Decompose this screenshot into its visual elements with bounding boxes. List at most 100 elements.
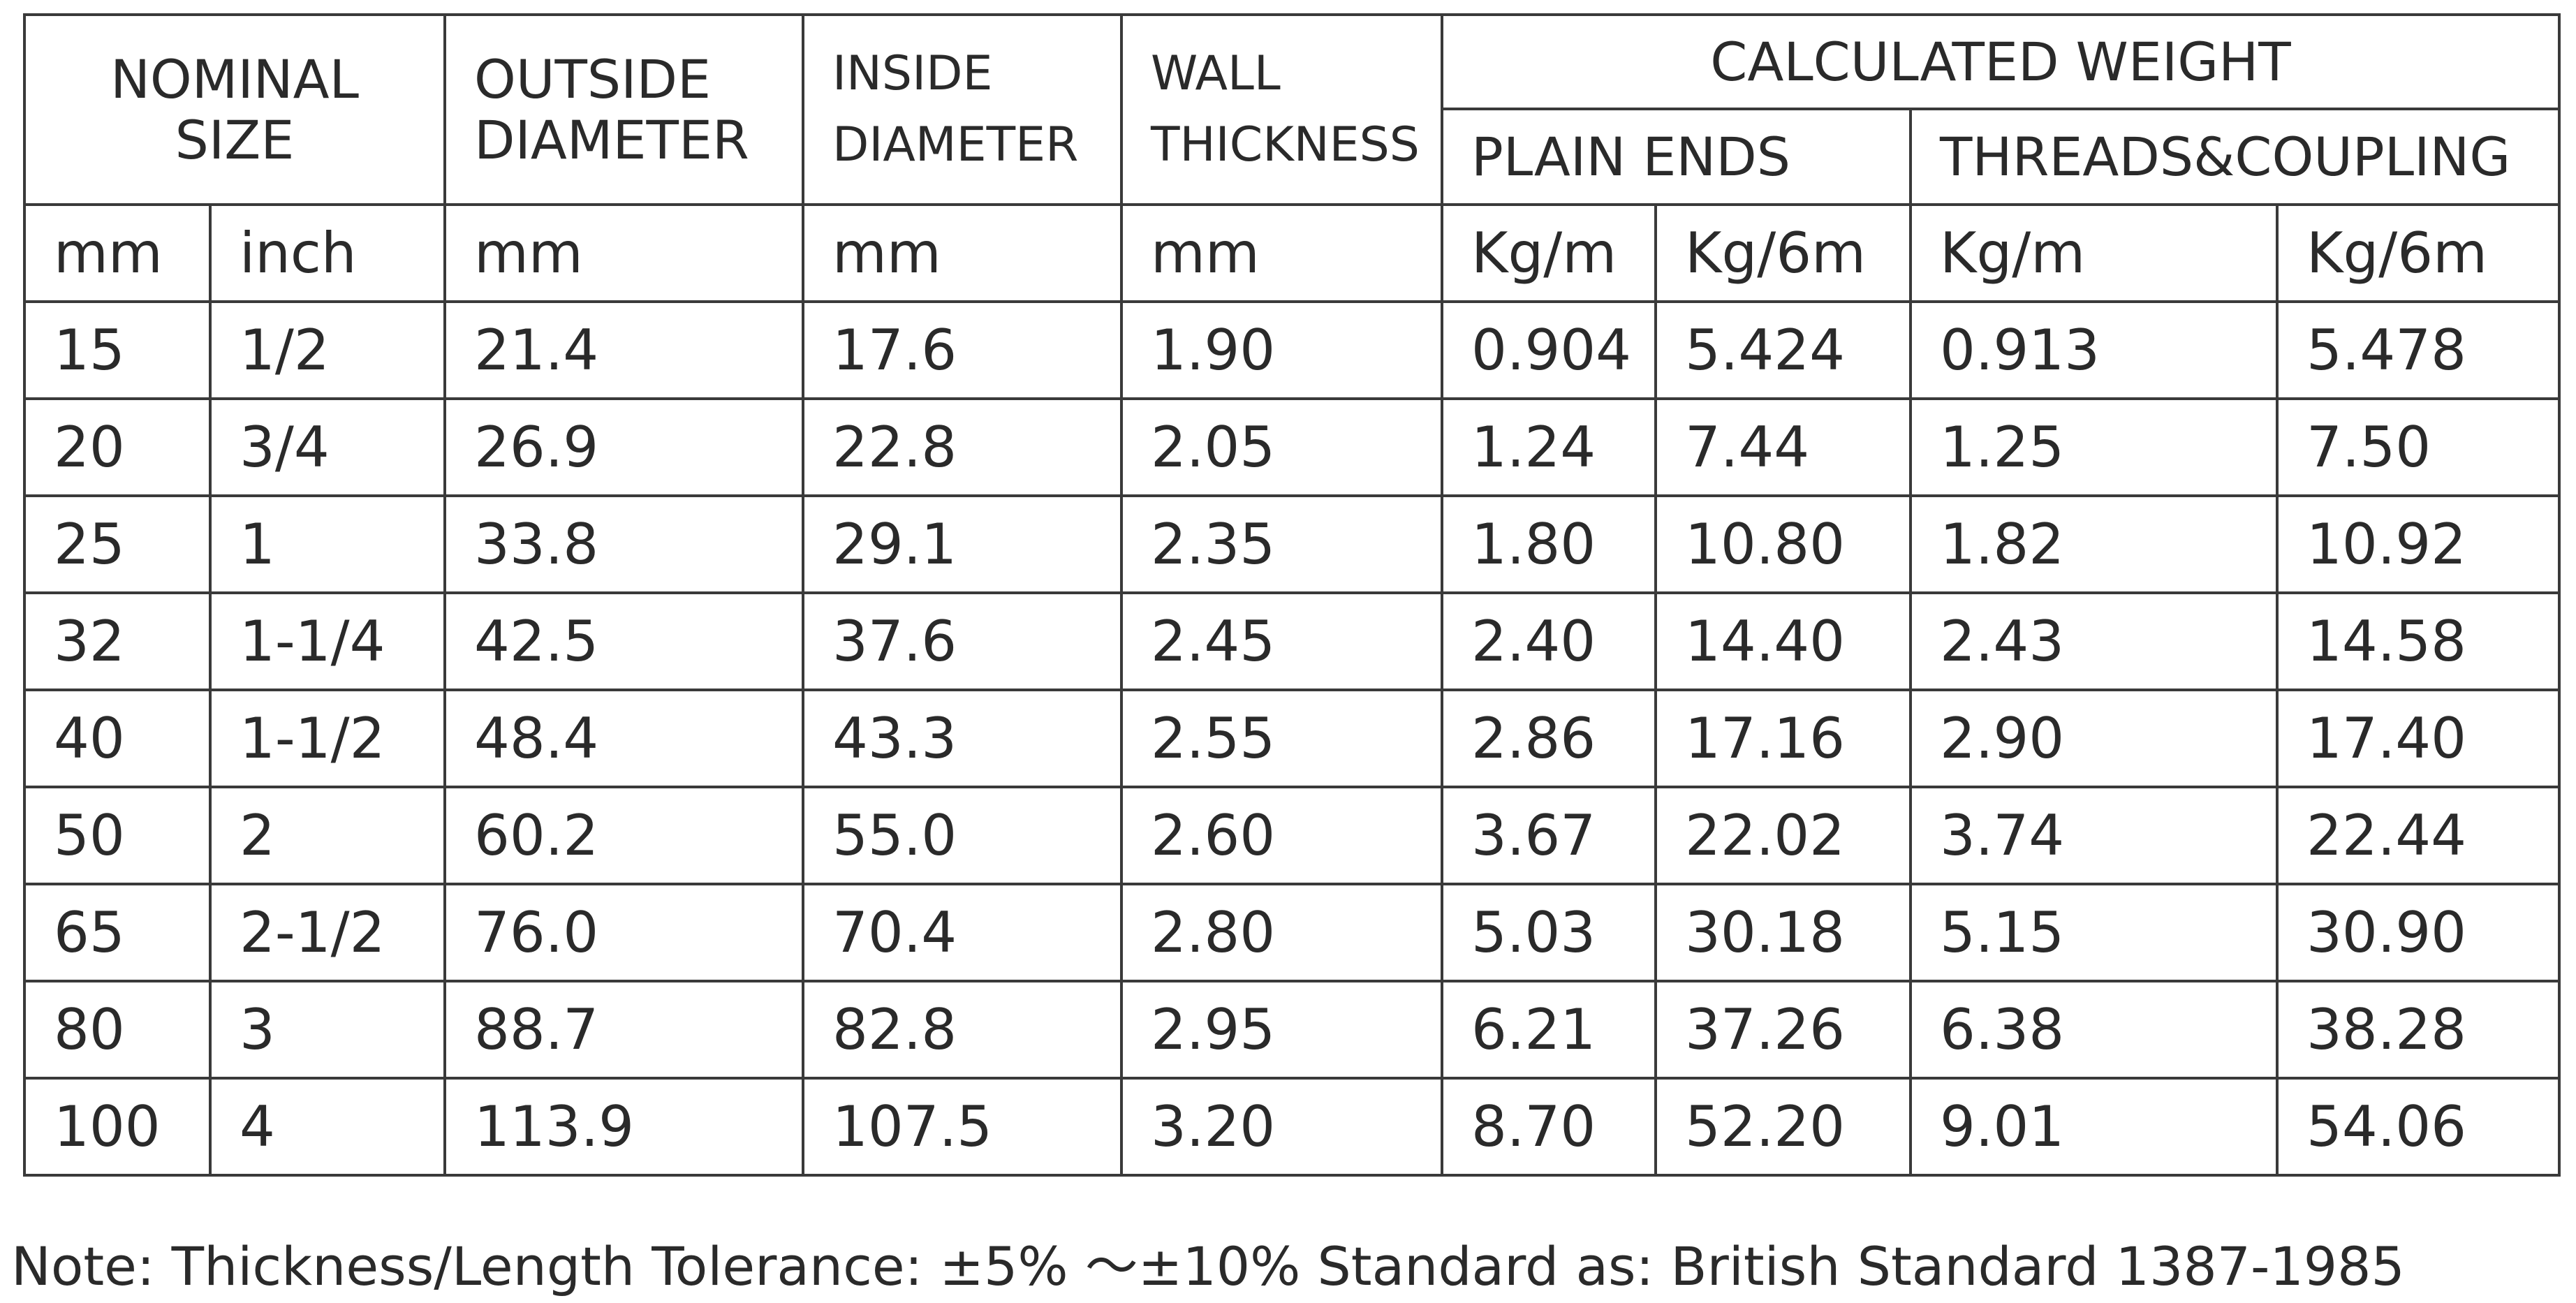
data-cell: 1/2 bbox=[209, 300, 446, 400]
data-cell: 3.20 bbox=[1120, 1077, 1443, 1177]
data-cell: 1.82 bbox=[1909, 494, 2279, 594]
data-cell: 2.45 bbox=[1120, 591, 1443, 691]
data-cell: 1 bbox=[209, 494, 446, 594]
data-cell: 0.904 bbox=[1441, 300, 1657, 400]
data-row: 80 3 88.7 82.8 2.95 6.21 37.26 6.38 38.28 bbox=[23, 980, 2561, 1080]
pipe-table: NOMINAL SIZE OUTSIDE DIAMETER INSIDE DIA… bbox=[23, 13, 2561, 1177]
data-cell: 1.24 bbox=[1441, 397, 1657, 497]
data-cell: 76.0 bbox=[443, 883, 804, 982]
unit-cell: Kg/m bbox=[1909, 203, 2279, 303]
data-cell: 43.3 bbox=[802, 689, 1123, 788]
data-cell: 5.15 bbox=[1909, 883, 2279, 982]
data-row: 15 1/2 21.4 17.6 1.90 0.904 5.424 0.913 5.478 bbox=[23, 300, 2561, 400]
header-text: INSIDE bbox=[832, 45, 993, 101]
data-cell: 60.2 bbox=[443, 786, 804, 885]
data-cell: 4 bbox=[209, 1077, 446, 1177]
header-text: NOMINAL bbox=[110, 47, 359, 110]
data-row: 100 4 113.9 107.5 3.20 8.70 52.20 9.01 54.06 bbox=[23, 1077, 2561, 1177]
data-cell: 7.50 bbox=[2276, 397, 2561, 497]
data-cell: 10.80 bbox=[1654, 494, 1912, 594]
data-cell: 25 bbox=[23, 494, 212, 594]
header-cell: CALCULATED WEIGHT bbox=[1441, 13, 2561, 110]
data-cell: 6.38 bbox=[1909, 980, 2279, 1080]
data-cell: 14.40 bbox=[1654, 591, 1912, 691]
data-cell: 26.9 bbox=[443, 397, 804, 497]
data-cell: 21.4 bbox=[443, 300, 804, 400]
data-row: 20 3/4 26.9 22.8 2.05 1.24 7.44 1.25 7.50 bbox=[23, 397, 2561, 497]
unit-cell: Kg/6m bbox=[2276, 203, 2561, 303]
data-row: 50 2 60.2 55.0 2.60 3.67 22.02 3.74 22.44 bbox=[23, 786, 2561, 885]
data-cell: 6.21 bbox=[1441, 980, 1657, 1080]
data-cell: 82.8 bbox=[802, 980, 1123, 1080]
data-cell: 80 bbox=[23, 980, 212, 1080]
units-row: mm inch mm mm mm Kg/m Kg/6m Kg/m Kg/6m bbox=[23, 203, 2561, 303]
data-cell: 2.80 bbox=[1120, 883, 1443, 982]
header-row: NOMINAL SIZE OUTSIDE DIAMETER INSIDE DIA… bbox=[23, 13, 2561, 206]
data-cell: 1.80 bbox=[1441, 494, 1657, 594]
data-cell: 52.20 bbox=[1654, 1077, 1912, 1177]
unit-cell: Kg/m bbox=[1441, 203, 1657, 303]
header-cell: WALL THICKNESS bbox=[1120, 13, 1443, 206]
note: Note: Thickness/Length Tolerance: ±5% ～±… bbox=[11, 1235, 2405, 1297]
data-cell: 37.26 bbox=[1654, 980, 1912, 1080]
header-text: WALL bbox=[1151, 45, 1281, 101]
data-cell: 50 bbox=[23, 786, 212, 885]
data-cell: 29.1 bbox=[802, 494, 1123, 594]
data-cell: 65 bbox=[23, 883, 212, 982]
header-cell: OUTSIDE DIAMETER bbox=[443, 13, 804, 206]
data-cell: 1-1/2 bbox=[209, 689, 446, 788]
data-cell: 107.5 bbox=[802, 1077, 1123, 1177]
data-cell: 3 bbox=[209, 980, 446, 1080]
data-cell: 22.8 bbox=[802, 397, 1123, 497]
header-text: DIAMETER bbox=[832, 117, 1079, 172]
data-cell: 100 bbox=[23, 1077, 212, 1177]
data-cell: 9.01 bbox=[1909, 1077, 2279, 1177]
data-cell: 15 bbox=[23, 300, 212, 400]
data-cell: 2.35 bbox=[1120, 494, 1443, 594]
header-text: THICKNESS bbox=[1151, 117, 1420, 172]
data-cell: 3/4 bbox=[209, 397, 446, 497]
data-cell: 40 bbox=[23, 689, 212, 788]
header-text: DIAMETER bbox=[474, 109, 749, 171]
data-cell: 2-1/2 bbox=[209, 883, 446, 982]
unit-cell: mm bbox=[1120, 203, 1443, 303]
unit-cell: inch bbox=[209, 203, 446, 303]
data-cell: 1.90 bbox=[1120, 300, 1443, 400]
unit-cell: mm bbox=[802, 203, 1123, 303]
data-row: 32 1-1/4 42.5 37.6 2.45 2.40 14.40 2.43 14.58 bbox=[23, 591, 2561, 691]
data-cell: 37.6 bbox=[802, 591, 1123, 691]
data-cell: 1.25 bbox=[1909, 397, 2279, 497]
data-cell: 14.58 bbox=[2276, 591, 2561, 691]
data-cell: 32 bbox=[23, 591, 212, 691]
header-row: PLAIN ENDS THREADS&COUPLING bbox=[24, 108, 2561, 206]
data-cell: 54.06 bbox=[2276, 1077, 2561, 1177]
data-cell: 2.05 bbox=[1120, 397, 1443, 497]
data-cell: 7.44 bbox=[1654, 397, 1912, 497]
data-cell: 2.90 bbox=[1909, 689, 2279, 788]
header-text: SIZE bbox=[175, 109, 295, 171]
data-row: 25 1 33.8 29.1 2.35 1.80 10.80 1.82 10.92 bbox=[23, 494, 2561, 594]
data-cell: 10.92 bbox=[2276, 494, 2561, 594]
data-cell: 33.8 bbox=[443, 494, 804, 594]
data-cell: 3.74 bbox=[1909, 786, 2279, 885]
data-cell: 3.67 bbox=[1441, 786, 1657, 885]
data-cell: 2.43 bbox=[1909, 591, 2279, 691]
header-text: OUTSIDE bbox=[474, 47, 712, 110]
data-cell: 17.16 bbox=[1654, 689, 1912, 788]
data-cell: 1-1/4 bbox=[209, 591, 446, 691]
data-cell: 30.18 bbox=[1654, 883, 1912, 982]
data-row: 40 1-1/2 48.4 43.3 2.55 2.86 17.16 2.90 17.40 bbox=[23, 689, 2561, 788]
data-cell: 2.95 bbox=[1120, 980, 1443, 1080]
data-row: 65 2-1/2 76.0 70.4 2.80 5.03 30.18 5.15 30.90 bbox=[23, 883, 2561, 982]
data-cell: 22.44 bbox=[2276, 786, 2561, 885]
header-cell: INSIDE DIAMETER bbox=[802, 13, 1123, 206]
unit-cell: mm bbox=[443, 203, 804, 303]
data-cell: 22.02 bbox=[1654, 786, 1912, 885]
header-cell: THREADS&COUPLING bbox=[1909, 108, 2561, 206]
data-cell: 70.4 bbox=[802, 883, 1123, 982]
table-body: NOMINAL SIZE OUTSIDE DIAMETER INSIDE DIA… bbox=[23, 13, 2561, 1177]
data-cell: 2.40 bbox=[1441, 591, 1657, 691]
data-cell: 17.40 bbox=[2276, 689, 2561, 788]
data-cell: 38.28 bbox=[2276, 980, 2561, 1080]
